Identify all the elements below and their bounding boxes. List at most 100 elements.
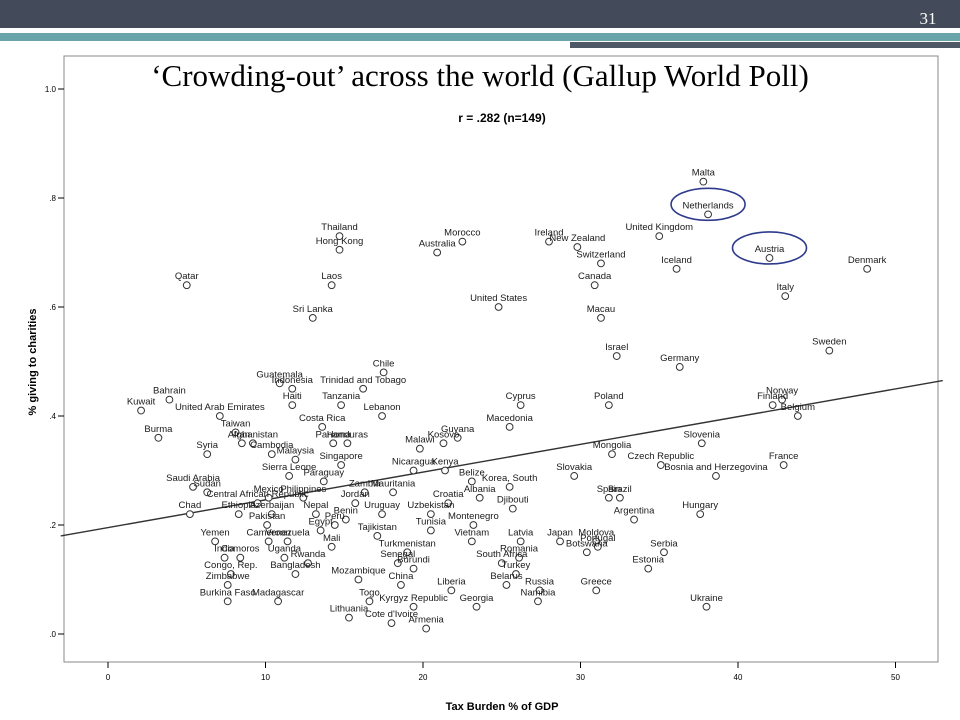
point-macedonia (505, 423, 514, 431)
point-south-africa (497, 559, 506, 568)
point-canada (590, 281, 599, 290)
label-mozambique: Mozambique (331, 566, 385, 577)
point-botswana (582, 548, 591, 557)
x-tick-label: 10 (261, 673, 270, 682)
point-taiwan (231, 428, 240, 437)
point-burundi (409, 564, 418, 573)
label-vietnam: Vietnam (454, 527, 489, 538)
label-macau: Macau (587, 304, 616, 315)
label-egypt: Egypt (308, 516, 333, 527)
point-uruguay (378, 510, 386, 519)
point-zimbabwe (223, 581, 232, 589)
label-turkmenistan: Turkmenistan (379, 538, 436, 549)
data-points (137, 177, 872, 633)
point-syria (203, 450, 212, 459)
point-netherlands (704, 210, 712, 219)
y-axis: .0 .2 .4 .6 .8 1.0 (45, 85, 64, 639)
point-cambodia (267, 450, 276, 459)
label-slovenia: Slovenia (684, 429, 721, 440)
point-united-arab-emirates (215, 412, 224, 420)
label-botswana: Botswana (566, 538, 608, 549)
x-tick-label: 50 (891, 673, 900, 682)
label-burundi: Burundi (397, 555, 430, 566)
label-iceland: Iceland (661, 255, 692, 266)
x-tick-label: 20 (419, 673, 428, 682)
point-czech-republic (656, 461, 665, 469)
label-portugal: Portugal (580, 533, 615, 544)
point-bosnia-and-herzegovina (712, 472, 720, 480)
label-belgium: Belgium (781, 402, 815, 413)
label-nepal: Nepal (303, 500, 328, 511)
point-yemen (211, 537, 220, 546)
point-kosovo (439, 439, 448, 448)
label-burma: Burma (144, 424, 173, 435)
point-burma (154, 433, 163, 442)
point-chad (186, 510, 194, 519)
point-philippines (299, 493, 308, 502)
label-serbia: Serbia (650, 538, 678, 549)
label-yemen: Yemen (200, 527, 229, 538)
point-argentina (630, 515, 638, 524)
label-france: France (769, 451, 799, 462)
point-serbia (660, 548, 668, 557)
label-liberia: Liberia (437, 576, 466, 587)
point-india (220, 553, 229, 562)
label-belarus: Belarus (490, 571, 522, 582)
label-malawi: Malawi (405, 435, 435, 446)
label-germany: Germany (660, 353, 699, 364)
point-hungary (696, 510, 705, 519)
label-iran: Iran (234, 429, 250, 440)
point-kenya (441, 466, 449, 475)
point-romania (515, 553, 523, 562)
label-philippines: Philippines (280, 484, 326, 495)
label-hong-kong: Hong Kong (316, 236, 364, 247)
x-tick-label: 30 (576, 673, 585, 682)
point-costa-rica (318, 423, 327, 431)
point-venezuela (283, 537, 292, 546)
point-comoros (236, 553, 245, 562)
point-nicaragua (409, 466, 418, 475)
label-comoros: Comoros (221, 544, 260, 555)
point-portugal (593, 542, 602, 551)
label-russia: Russia (525, 576, 555, 587)
label-armenia: Armenia (408, 615, 444, 626)
label-macedonia: Macedonia (486, 413, 533, 424)
point-kuwait (137, 406, 145, 415)
label-haiti: Haiti (283, 391, 302, 402)
point-iceland (672, 264, 681, 273)
point-bahrain (165, 395, 174, 404)
header-bar-teal (0, 33, 960, 41)
label-trinidad-and-tobago: Trinidad and Tobago (320, 375, 406, 386)
point-macau (597, 314, 605, 322)
point-benin (341, 515, 350, 524)
point-namibia (534, 597, 542, 606)
point-hong-kong (335, 245, 344, 254)
point-uzbekistan (426, 510, 435, 519)
point-switzerland (597, 259, 605, 268)
label-romania: Romania (500, 544, 539, 555)
point-laos (327, 281, 336, 290)
point-kyrgyz-republic (409, 602, 418, 611)
label-finland: Finland (757, 391, 788, 402)
point-belgium (793, 412, 802, 420)
point-madagascar (274, 597, 283, 606)
label-italy: Italy (777, 282, 795, 293)
point-trinidad-and-tobago (359, 384, 368, 393)
point-liberia (447, 586, 456, 595)
point-burkina-faso (223, 597, 232, 606)
label-namibia: Namibia (521, 587, 557, 598)
label-netherlands: Netherlands (682, 200, 733, 211)
label-senegal: Senegal (380, 549, 415, 560)
point-azerbaijan (267, 510, 276, 519)
point-austria (765, 254, 774, 262)
point-turkmenistan (403, 548, 412, 557)
point-turkey (512, 570, 520, 578)
point-australia (433, 248, 442, 257)
point-jordan (351, 499, 360, 508)
label-australia: Australia (419, 239, 457, 250)
point-mozambique (354, 575, 363, 584)
point-uganda (280, 553, 289, 562)
point-slovenia (697, 439, 706, 448)
point-peru (330, 521, 339, 529)
point-lebanon (378, 412, 386, 420)
